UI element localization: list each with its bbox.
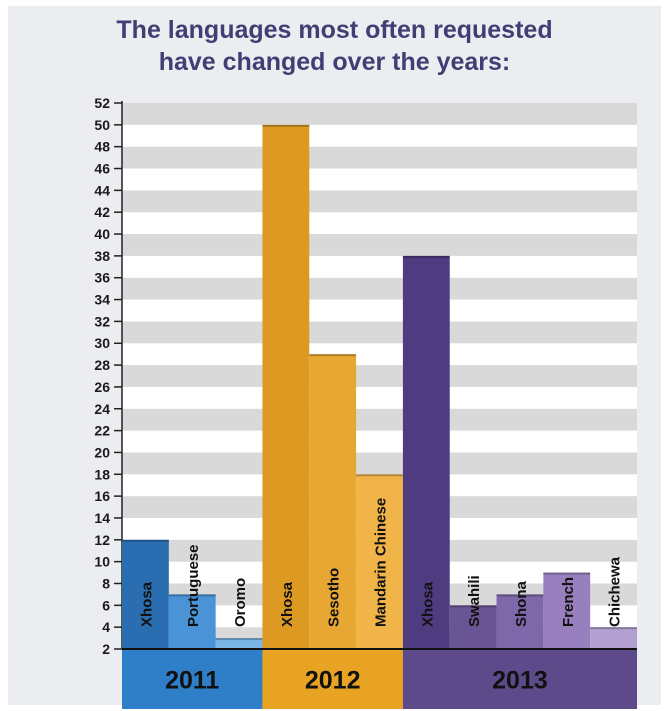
bar-top-edge bbox=[262, 124, 310, 127]
bar-top-edge bbox=[356, 474, 403, 477]
y-tick-label: 52 bbox=[94, 95, 110, 111]
bar bbox=[543, 572, 591, 649]
y-tick-label: 34 bbox=[94, 292, 110, 308]
y-tick-label: 14 bbox=[94, 510, 110, 526]
bar-top-edge bbox=[449, 605, 497, 608]
bar bbox=[262, 124, 310, 650]
bar bbox=[356, 474, 403, 649]
y-tick-label: 16 bbox=[94, 488, 110, 504]
bar bbox=[168, 594, 216, 649]
grid-band bbox=[122, 255, 637, 278]
y-tick-label: 4 bbox=[102, 619, 110, 635]
bar-top-edge bbox=[402, 255, 450, 258]
bar-label: French bbox=[560, 577, 577, 627]
bar-top-edge bbox=[122, 539, 169, 542]
y-tick-label: 26 bbox=[94, 379, 110, 395]
grid-band bbox=[122, 277, 637, 300]
bar bbox=[590, 627, 637, 649]
grid-band bbox=[122, 343, 637, 366]
bar-label: Shona bbox=[513, 581, 530, 627]
bar bbox=[309, 354, 357, 649]
group-label: 2011 bbox=[165, 667, 219, 695]
grid-band bbox=[122, 234, 637, 256]
bar-top-edge bbox=[309, 354, 357, 357]
grid-band bbox=[122, 299, 637, 322]
grid-band bbox=[122, 212, 637, 235]
group-band bbox=[262, 650, 403, 709]
chart-title: The languages most often requested have … bbox=[0, 14, 669, 78]
bar-top-edge bbox=[496, 594, 544, 597]
bar bbox=[449, 605, 497, 649]
grid-band bbox=[122, 124, 637, 147]
y-tick-label: 50 bbox=[94, 117, 110, 133]
grid-band bbox=[122, 146, 637, 169]
bar-label: Mandarin Chinese bbox=[373, 498, 390, 627]
bar-top-edge bbox=[590, 627, 637, 630]
group-labels: 2011 2012 2013 bbox=[122, 650, 637, 709]
y-tick-label: 32 bbox=[94, 313, 110, 329]
bar bbox=[215, 638, 263, 649]
bar-label: Xhosa bbox=[419, 581, 436, 627]
y-tick-label: 48 bbox=[94, 139, 110, 155]
y-axis: 2468101214161820222426283032343638404244… bbox=[94, 95, 123, 657]
chart-title-line-2: have changed over the years: bbox=[158, 48, 511, 76]
bar-labels: Xhosa Portuguese Oromo Xhosa Sesotho Mandarin… bbox=[138, 498, 623, 627]
y-tick-label: 28 bbox=[94, 357, 110, 373]
group-label: 2012 bbox=[305, 667, 361, 695]
bar-label: Portuguese bbox=[185, 544, 202, 627]
bar bbox=[496, 594, 544, 649]
grid-band bbox=[122, 452, 637, 475]
y-tick-label: 24 bbox=[94, 401, 110, 417]
y-tick-label: 12 bbox=[94, 532, 110, 548]
grid-band bbox=[122, 408, 637, 431]
y-tick-label: 38 bbox=[94, 248, 110, 264]
y-tick-label: 44 bbox=[94, 182, 110, 198]
group-band bbox=[402, 650, 637, 709]
y-tick-label: 46 bbox=[94, 161, 110, 177]
group-label: 2013 bbox=[492, 667, 548, 695]
bar-label: Chichewa bbox=[607, 556, 624, 627]
y-tick-label: 30 bbox=[94, 335, 110, 351]
y-tick-label: 8 bbox=[102, 575, 110, 591]
y-tick-label: 36 bbox=[94, 270, 110, 286]
y-tick-label: 22 bbox=[94, 423, 110, 439]
chart-title-line-1: The languages most often requested bbox=[116, 16, 553, 44]
y-tick-label: 6 bbox=[102, 597, 110, 613]
grid-band bbox=[122, 168, 637, 191]
bar-label: Xhosa bbox=[138, 581, 155, 627]
bar-label: Oromo bbox=[232, 578, 249, 627]
bar-top-edge bbox=[543, 572, 591, 575]
bar-label: Swahili bbox=[466, 575, 483, 627]
bar-top-edge bbox=[215, 638, 263, 641]
bar bbox=[122, 539, 169, 649]
grid-band bbox=[122, 103, 637, 125]
bar-top-edge bbox=[168, 594, 216, 597]
bar bbox=[402, 255, 450, 649]
bar-label: Sesotho bbox=[326, 568, 343, 627]
bars bbox=[122, 124, 637, 650]
y-tick-label: 20 bbox=[94, 444, 110, 460]
y-tick-label: 2 bbox=[102, 641, 110, 657]
bar-label: Xhosa bbox=[279, 581, 296, 627]
grid-band bbox=[122, 430, 637, 453]
grid-band bbox=[122, 321, 637, 344]
group-band bbox=[122, 650, 263, 709]
grid-band bbox=[122, 386, 637, 409]
grid-band bbox=[122, 190, 637, 213]
y-tick-label: 10 bbox=[94, 554, 110, 570]
grid-band bbox=[122, 365, 637, 387]
y-tick-label: 42 bbox=[94, 204, 110, 220]
y-tick-label: 18 bbox=[94, 466, 110, 482]
y-tick-label: 40 bbox=[94, 226, 110, 242]
